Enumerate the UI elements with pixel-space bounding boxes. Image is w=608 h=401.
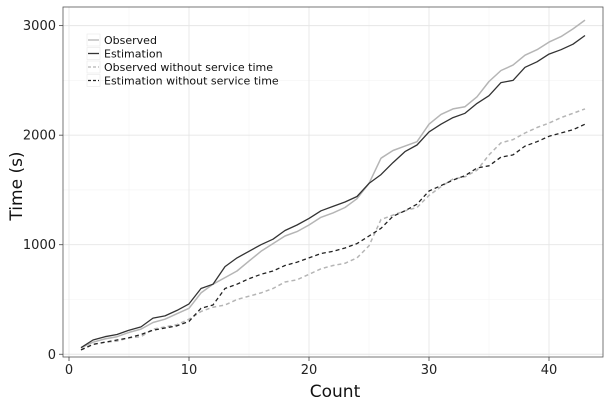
series-line-1 (80, 19, 586, 349)
legend-label-1: Observed (104, 34, 157, 47)
legend-label-2: Estimation (104, 48, 163, 61)
x-tick-label: 0 (65, 363, 73, 378)
y-tick-label: 3000 (23, 19, 56, 34)
x-axis-title: Count (310, 382, 361, 401)
y-tick-label: 1000 (23, 238, 56, 253)
y-tick-label: 2000 (23, 129, 56, 144)
legend-label-4: Estimation without service time (104, 75, 279, 88)
y-tick-label: 0 (48, 348, 56, 363)
series-line-3 (80, 108, 586, 351)
series-line-4 (80, 123, 586, 351)
legend-label-3: Observed without service time (104, 61, 273, 74)
x-tick-label: 40 (541, 363, 558, 378)
y-axis-title: Time (s) (7, 151, 27, 221)
series-line-2 (80, 34, 586, 349)
axes: 0 10 20 30 40 0 1000 2000 3000 (23, 6, 604, 378)
series-lines (80, 19, 586, 351)
x-tick-label: 10 (181, 363, 198, 378)
x-tick-label: 30 (421, 363, 438, 378)
plot-border (62, 6, 604, 358)
x-tick-label: 20 (301, 363, 318, 378)
